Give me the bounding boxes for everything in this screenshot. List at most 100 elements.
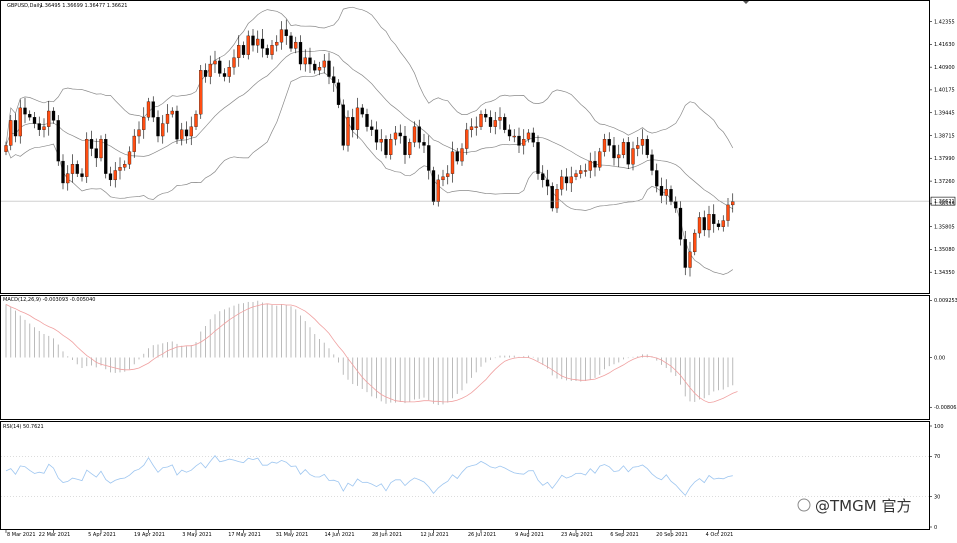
price-tick-label: 1.37990 <box>934 156 955 162</box>
candle-down <box>151 101 155 118</box>
candle-down <box>351 117 355 130</box>
rsi-line <box>5 455 733 497</box>
candle-down <box>531 132 535 143</box>
date-tick-label: 23 Aug 2021 <box>561 532 593 538</box>
candle-down <box>260 38 265 49</box>
candle-down <box>313 63 317 71</box>
candle-up <box>436 179 440 202</box>
candle-up <box>137 129 141 137</box>
candle-up <box>469 126 474 130</box>
candle-up <box>621 142 626 155</box>
date-tick-label: 22 Mar 2021 <box>39 532 71 538</box>
candle-up <box>317 67 322 71</box>
date-tick-label: 19 Apr 2021 <box>134 532 165 538</box>
candle-down <box>37 123 41 130</box>
candle-up <box>479 113 483 127</box>
candle-down <box>184 129 189 137</box>
candle-up <box>42 126 46 130</box>
candle-up <box>118 167 122 171</box>
candle-up <box>574 173 578 177</box>
candle-up <box>664 189 668 196</box>
candle-up <box>66 173 70 184</box>
rsi-tick-label: 100 <box>934 424 944 430</box>
bollinger-lower-band <box>5 72 733 275</box>
candle-down <box>683 239 687 268</box>
candle-down <box>593 160 597 168</box>
candle-down <box>222 73 227 77</box>
candle-up <box>693 232 697 253</box>
date-tick-label: 9 Aug 2021 <box>515 532 544 538</box>
candle-up <box>165 113 170 124</box>
current-price-line-group: 1.36621 <box>1 196 956 206</box>
candle-up <box>4 145 8 152</box>
rsi-axis: 100 70 30 0 <box>929 424 944 531</box>
candle-up <box>227 67 231 77</box>
candle-down <box>365 113 369 127</box>
candle-down <box>175 110 179 140</box>
candle-up <box>474 126 478 128</box>
price-tick-label: 1.41630 <box>934 42 955 48</box>
candle-down <box>455 151 459 162</box>
current-price-label: 1.36621 <box>934 199 955 205</box>
candle-down <box>503 117 507 130</box>
candle-up <box>194 113 198 127</box>
candle-down <box>678 207 683 240</box>
candle-down <box>398 132 402 137</box>
candle-down <box>75 164 79 174</box>
candle-down <box>23 107 27 115</box>
candle-down <box>716 223 721 227</box>
candle-down <box>650 154 654 171</box>
bollinger-middle-band <box>5 50 733 210</box>
candle-down <box>403 135 407 155</box>
candle-up <box>526 132 531 140</box>
candle-down <box>156 117 160 137</box>
price-tick-label: 1.35805 <box>934 224 955 230</box>
candle-up <box>498 117 502 121</box>
candle-down <box>541 173 545 181</box>
candle-down <box>645 139 649 155</box>
price-tick-label: 1.36535 <box>934 202 955 208</box>
candle-up <box>640 139 645 146</box>
candle-down <box>431 170 436 202</box>
date-tick-label: 5 Apr 2021 <box>88 532 116 538</box>
candle-up <box>602 139 607 152</box>
candle-down <box>536 142 540 174</box>
macd-tick-label: 0.009253 <box>934 298 957 304</box>
candle-up <box>583 170 588 172</box>
date-tick-label: 14 Jun 2021 <box>324 532 354 538</box>
macd-signal-line <box>5 303 738 404</box>
candle-down <box>218 60 222 74</box>
candle-down <box>94 148 98 159</box>
candle-up <box>726 204 730 221</box>
candle-up <box>408 142 412 155</box>
candle-up <box>636 145 640 149</box>
candle-up <box>294 41 298 49</box>
candle-up <box>346 117 350 146</box>
price-tick-label: 1.40175 <box>934 88 955 94</box>
rsi-tick-label: 30 <box>934 495 940 501</box>
candle-up <box>47 110 51 127</box>
candle-down <box>374 129 379 143</box>
date-tick-label: 17 May 2021 <box>228 532 261 538</box>
candle-up <box>355 107 360 130</box>
watermark-text: @TMGM 官方 <box>815 497 911 515</box>
candle-up <box>199 70 203 115</box>
candle-up <box>522 139 526 146</box>
candles <box>4 19 735 277</box>
macd-tick-label: -0.008063 <box>934 405 957 411</box>
candle-down <box>298 41 303 65</box>
candle-up <box>446 173 450 177</box>
candle-down <box>626 142 630 165</box>
date-tick-label: 31 May 2021 <box>276 532 309 538</box>
candle-up <box>697 217 702 234</box>
candle-up <box>598 151 602 168</box>
macd-tick-label: 0.00 <box>934 355 945 361</box>
candle-up <box>161 123 165 137</box>
candle-up <box>450 151 455 174</box>
candle-down <box>484 113 488 118</box>
candle-down <box>422 142 426 146</box>
candle-up <box>127 151 132 165</box>
